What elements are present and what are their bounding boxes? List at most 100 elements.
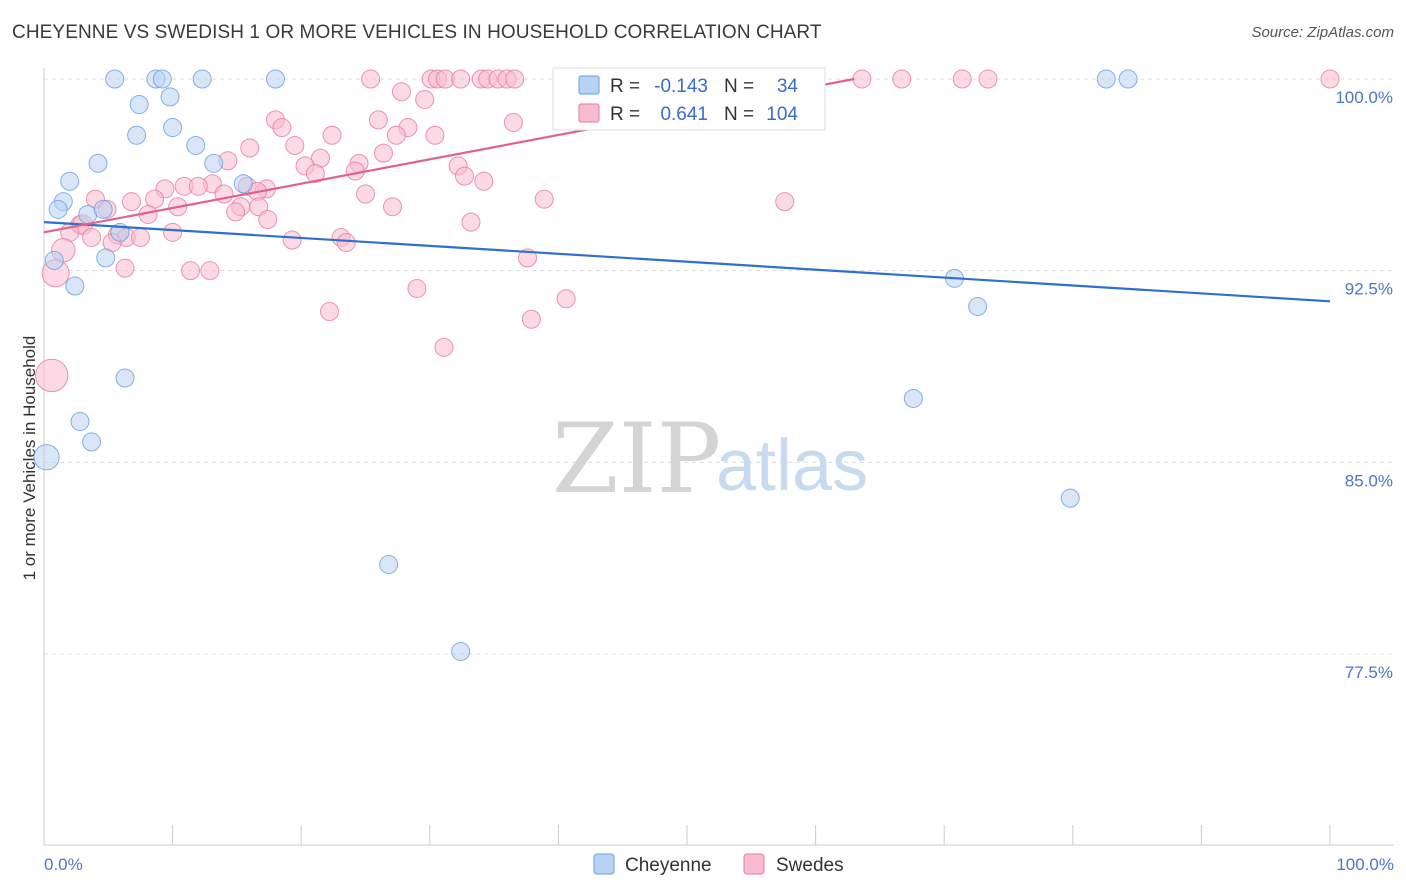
cheyenne-point-0	[105, 69, 125, 89]
bottom-legend-swatch-swedes	[743, 853, 765, 875]
legend-swatch-swedes	[578, 103, 600, 123]
y-axis-label: 1 or more Vehicles in Household	[20, 336, 39, 581]
cheyenne-point-29	[82, 432, 102, 452]
swedes-point-23	[415, 89, 435, 109]
y-tick-label-0: 77.5%	[1345, 663, 1393, 682]
cheyenne-point-2	[152, 69, 172, 89]
cheyenne-point-31	[1060, 488, 1080, 508]
legend-r-value-cheyenne: -0.143	[654, 76, 708, 97]
swedes-point-87	[319, 302, 339, 322]
legend-r-label-swedes: R =	[610, 104, 640, 125]
cheyenne-point-11	[186, 135, 206, 155]
cheyenne-point-12	[88, 153, 108, 173]
swedes-point-55	[121, 192, 141, 212]
swedes-point-72	[82, 227, 102, 247]
swedes-point-31	[425, 125, 445, 145]
cheyenne-point-19	[93, 199, 113, 219]
swedes-point-74	[130, 227, 150, 247]
swedes-point-60	[383, 197, 403, 217]
y-tick-label-2: 92.5%	[1345, 280, 1393, 299]
swedes-point-78	[336, 233, 356, 253]
chart-title: CHEYENNE VS SWEDISH 1 OR MORE VEHICLES I…	[12, 22, 822, 43]
swedes-point-20	[978, 69, 998, 89]
legend-n-value-cheyenne: 34	[777, 76, 799, 97]
swedes-point-85	[407, 279, 427, 299]
cheyenne-point-3	[192, 69, 212, 89]
swedes-point-21	[1320, 69, 1340, 89]
swedes-point-40	[345, 161, 365, 181]
cheyenne-point-30	[33, 444, 60, 471]
cheyenne-point-4	[265, 69, 285, 89]
bottom-legend: Cheyenne Swedes	[593, 853, 844, 876]
swedes-point-90	[35, 358, 69, 393]
cheyenne-point-21	[44, 250, 64, 270]
cheyenne-point-5	[1096, 69, 1116, 89]
cheyenne-point-26	[115, 368, 135, 388]
swedes-point-4	[451, 69, 471, 89]
swedes-point-22	[392, 82, 412, 102]
bottom-legend-swatch-cheyenne	[593, 853, 615, 875]
swedes-point-64	[226, 202, 246, 222]
swedes-point-88	[521, 309, 541, 329]
legend-n-label-cheyenne: N =	[724, 76, 754, 97]
swedes-point-17	[852, 69, 872, 89]
swedes-point-39	[305, 164, 325, 184]
legend-r-label-cheyenne: R =	[610, 76, 640, 97]
x-tick-label-0: 0.0%	[44, 855, 83, 874]
cheyenne-points	[33, 69, 1138, 661]
cheyenne-point-32	[379, 555, 399, 575]
source-label: Source: ZipAtlas.com	[1251, 24, 1394, 41]
legend: R = -0.143 N = 34 R = 0.641 N = 104	[552, 67, 826, 131]
cheyenne-point-23	[65, 276, 85, 296]
cheyenne-point-33	[451, 641, 471, 661]
swedes-point-53	[534, 189, 554, 209]
legend-r-value-swedes: 0.641	[660, 104, 708, 125]
legend-swatch-cheyenne	[578, 75, 600, 95]
swedes-point-66	[461, 212, 481, 232]
cheyenne-point-8	[160, 87, 180, 107]
x-tick-label-100: 100.0%	[1336, 855, 1394, 874]
legend-n-value-swedes: 104	[766, 104, 798, 125]
cheyenne-point-17	[48, 199, 68, 219]
swedes-point-28	[503, 112, 523, 132]
gridlines	[44, 78, 1394, 655]
swedes-point-0	[361, 69, 381, 89]
swedes-points	[35, 69, 1340, 393]
bottom-legend-label-swedes: Swedes	[776, 855, 844, 876]
swedes-point-52	[356, 184, 375, 204]
bottom-legend-label-cheyenne: Cheyenne	[625, 855, 712, 876]
swedes-point-29	[322, 125, 342, 145]
swedes-point-83	[200, 261, 220, 281]
swedes-point-18	[892, 69, 912, 89]
cheyenne-point-13	[204, 153, 224, 173]
cheyenne-point-9	[127, 125, 147, 145]
legend-n-label-swedes: N =	[724, 104, 754, 125]
swedes-point-42	[455, 166, 475, 186]
cheyenne-point-6	[1118, 69, 1138, 89]
y-tick-label-3: 100.0%	[1335, 88, 1393, 107]
watermark-zip: ZIP	[552, 403, 721, 515]
swedes-point-81	[115, 258, 135, 278]
swedes-point-65	[258, 210, 278, 230]
cheyenne-point-22	[96, 248, 116, 268]
swedes-point-19	[952, 69, 972, 89]
swedes-point-70	[163, 222, 183, 242]
swedes-point-30	[386, 125, 406, 145]
swedes-point-46	[188, 176, 208, 196]
swedes-point-26	[368, 110, 388, 130]
swedes-point-76	[282, 230, 302, 250]
y-tick-labels: 77.5% 85.0% 92.5% 100.0%	[1335, 88, 1393, 682]
swedes-point-25	[272, 118, 292, 138]
swedes-point-43	[474, 171, 494, 191]
cheyenne-point-27	[903, 388, 923, 408]
swedes-point-33	[240, 138, 260, 158]
cheyenne-point-25	[968, 296, 988, 316]
swedes-point-9	[505, 69, 525, 89]
cheyenne-point-15	[233, 174, 253, 194]
swedes-point-89	[434, 337, 454, 357]
swedes-point-82	[181, 261, 201, 281]
watermark-atlas: atlas	[716, 426, 868, 506]
swedes-point-37	[374, 143, 394, 163]
cheyenne-point-10	[163, 118, 183, 138]
